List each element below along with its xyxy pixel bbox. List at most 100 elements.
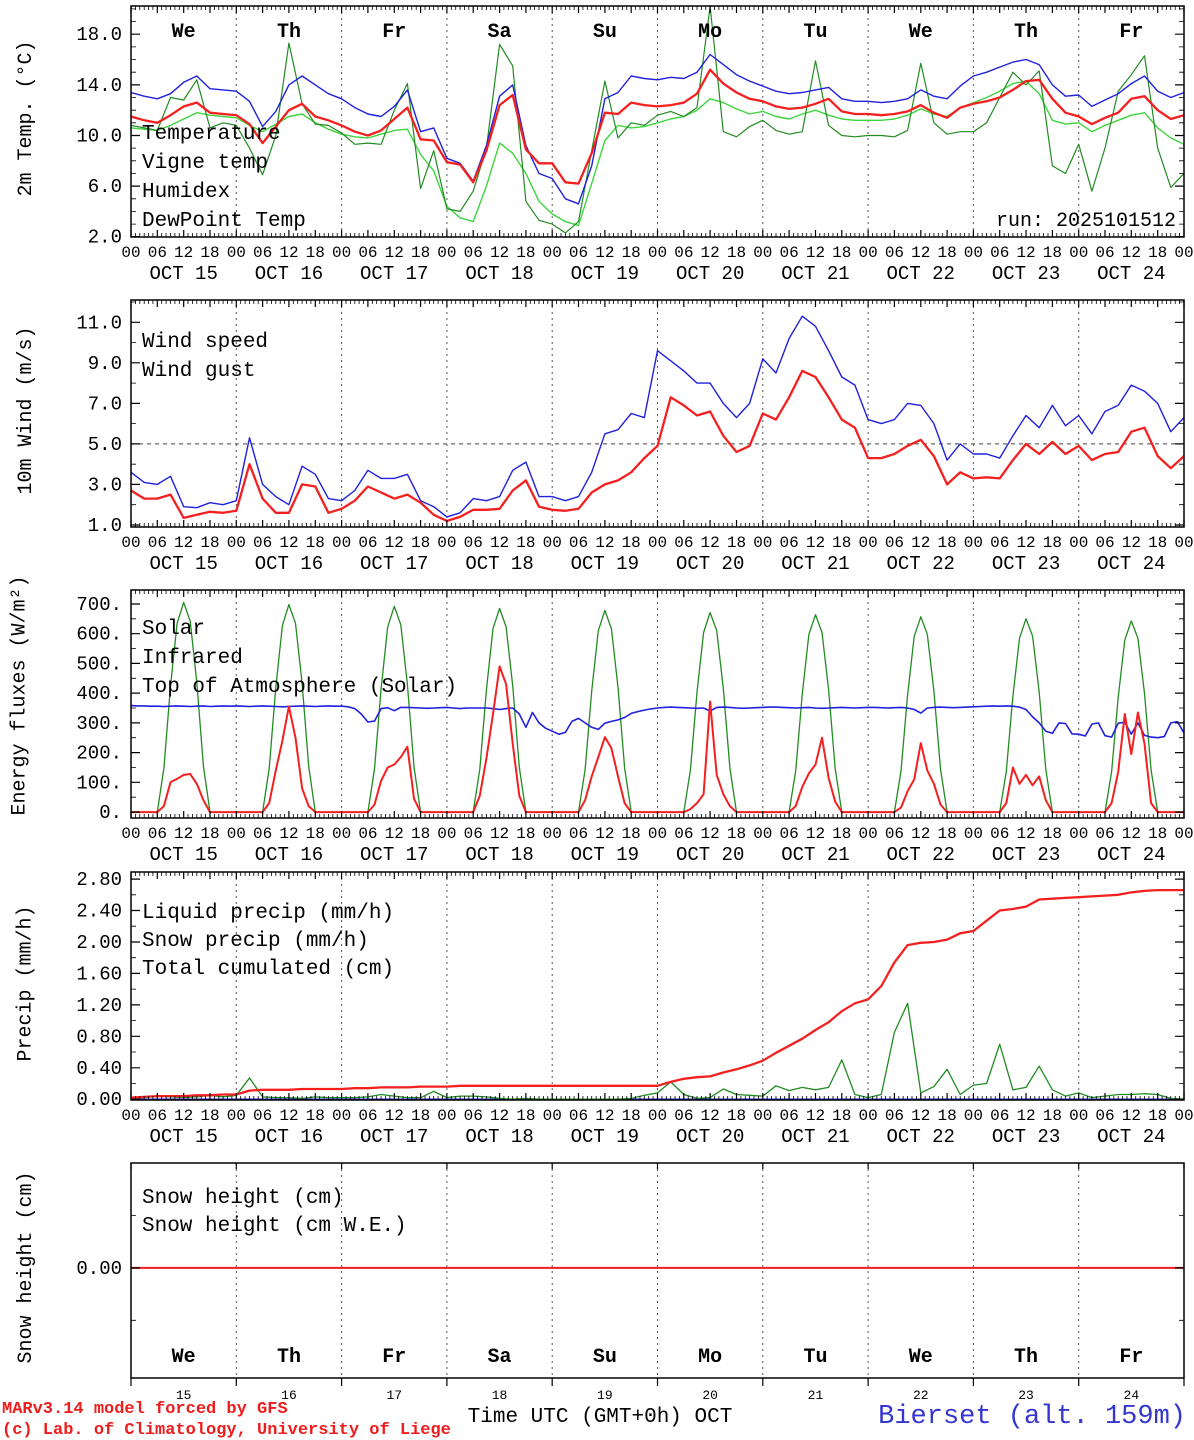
hour-tick-label: 06: [990, 534, 1009, 552]
date-label: OCT 22: [887, 553, 955, 575]
date-label: OCT 15: [149, 553, 217, 575]
day-boundary-ticks: [130, 1163, 1185, 1386]
hour-tick-label: 06: [569, 534, 588, 552]
hour-tick-label: 00: [858, 244, 877, 262]
hour-tick-label: 00: [543, 1107, 562, 1125]
hour-tick-label: 06: [885, 825, 904, 843]
hour-tick-label: 00: [964, 534, 983, 552]
hour-tick-label: 12: [1016, 825, 1035, 843]
hour-tick-label: 12: [701, 244, 720, 262]
hour-tick-label: 00: [543, 825, 562, 843]
day-number-label: 17: [386, 1388, 402, 1403]
hour-tick-label: 00: [1069, 244, 1088, 262]
date-label: OCT 24: [1097, 844, 1165, 866]
hour-tick-label: 00: [1174, 825, 1193, 843]
y-tick-label: 100.: [76, 772, 122, 794]
legend-label: Snow height (cm W.E.): [142, 1215, 407, 1238]
day-gridlines: [235, 872, 1080, 1100]
y-tick-label: 0.: [99, 802, 122, 824]
date-label: OCT 19: [571, 844, 639, 866]
hour-tick-label: 12: [806, 244, 825, 262]
date-label: OCT 24: [1097, 553, 1165, 575]
hour-tick-label: 12: [279, 244, 298, 262]
series-temperature: [131, 68, 1184, 185]
date-label: OCT 23: [992, 263, 1060, 285]
day-label: Th: [1014, 21, 1038, 44]
hour-tick-label: 12: [806, 1107, 825, 1125]
hour-tick-label: 00: [332, 825, 351, 843]
y-tick-label: 1.20: [76, 995, 122, 1017]
date-label: OCT 15: [149, 844, 217, 866]
hour-tick-label: 06: [464, 244, 483, 262]
series-group: [131, 315, 1184, 523]
day-gridlines: [235, 6, 1080, 237]
hour-tick-label: 18: [832, 534, 851, 552]
date-label: OCT 17: [360, 553, 428, 575]
hour-tick-label: 00: [121, 1107, 140, 1125]
hour-tick-label: 00: [332, 244, 351, 262]
legend-label: DewPoint Temp: [142, 210, 306, 233]
hour-tick-label: 12: [174, 825, 193, 843]
hour-tick-label: 00: [227, 534, 246, 552]
hour-tick-label: 18: [1148, 1107, 1167, 1125]
hour-tick-label: 06: [1095, 534, 1114, 552]
hour-tick-label: 18: [411, 244, 430, 262]
hour-tick-label: 06: [990, 825, 1009, 843]
hour-tick-label: 00: [437, 244, 456, 262]
y-major-ticks: [131, 321, 1184, 526]
date-label: OCT 21: [781, 1126, 849, 1148]
hour-tick-label: 18: [411, 1107, 430, 1125]
hour-tick-label: 06: [358, 534, 377, 552]
y-tick-label: 400.: [76, 683, 122, 705]
legend-label: Wind speed: [142, 331, 268, 354]
y-tick-label: 1.60: [76, 963, 122, 985]
legend: Solar Infrared Top of Atmosphere (Solar): [142, 618, 457, 699]
hour-tick-label: 00: [227, 244, 246, 262]
hour-tick-label: 12: [385, 244, 404, 262]
hour-tick-label: 18: [306, 1107, 325, 1125]
y-tick-label: 700.: [76, 594, 122, 616]
legend: Liquid precip (mm/h) Snow precip (mm/h) To…: [142, 902, 394, 981]
hour-tick-label: 00: [858, 825, 877, 843]
legend-label: Temperature: [142, 123, 281, 146]
y-tick-label: 5.0: [88, 434, 122, 456]
day-label: Th: [277, 1346, 301, 1369]
station-label: Bierset (alt. 159m): [878, 1402, 1186, 1432]
day-label: Sa: [488, 21, 512, 44]
hour-tick-label: 18: [1043, 534, 1062, 552]
hour-tick-label: 06: [674, 534, 693, 552]
hour-tick-label: 00: [543, 534, 562, 552]
y-tick-label: 200.: [76, 743, 122, 765]
hour-tick-label: 06: [569, 244, 588, 262]
day-label: Sa: [488, 1346, 512, 1369]
y-tick-label: 6.0: [88, 176, 122, 198]
hour-tick-label: 06: [148, 825, 167, 843]
y-minor-ticks: [131, 894, 1184, 1084]
hour-tick-label: 12: [911, 1107, 930, 1125]
hour-tick-label: 00: [858, 1107, 877, 1125]
legend-label: Liquid precip (mm/h): [142, 902, 394, 925]
hour-tick-label: 06: [885, 534, 904, 552]
date-label: OCT 23: [992, 1126, 1060, 1148]
day-label: Fr: [1119, 21, 1143, 44]
date-label: OCT 23: [992, 553, 1060, 575]
hour-tick-label: 18: [411, 825, 430, 843]
day-number-label: 23: [1018, 1388, 1034, 1403]
panel-precip: 2.80 2.40 2.00 1.60 1.20 0.80 0.40 0.00 Liquid p…: [76, 869, 1193, 1148]
y-tick-label: 2.00: [76, 932, 122, 954]
date-label: OCT 23: [992, 844, 1060, 866]
hour-tick-label: 12: [279, 534, 298, 552]
y-tick-label: 14.0: [76, 75, 122, 97]
legend: Snow height (cm) Snow height (cm W.E.): [142, 1187, 407, 1238]
hour-tick-label: 12: [911, 825, 930, 843]
hour-tick-label: 06: [1095, 1107, 1114, 1125]
day-number-label: 15: [176, 1388, 192, 1403]
hour-tick-label: 00: [1069, 825, 1088, 843]
hour-tick-label: 00: [753, 1107, 772, 1125]
date-label: OCT 20: [676, 1126, 744, 1148]
hour-tick-label: 00: [648, 534, 667, 552]
hour-tick-label: 12: [490, 1107, 509, 1125]
hour-tick-label: 06: [1095, 825, 1114, 843]
day-number-label: 21: [808, 1388, 824, 1403]
